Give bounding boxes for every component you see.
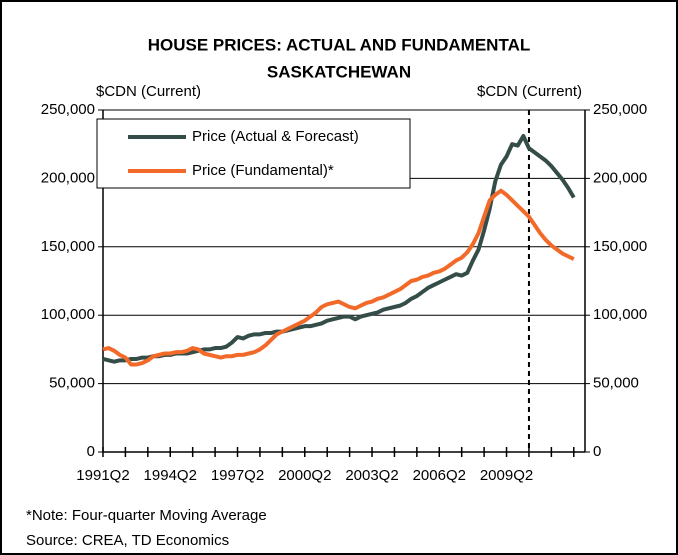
y-tick-label: 200,000 (41, 169, 95, 186)
series-line (102, 188, 575, 367)
note: *Note: Four-quarter Moving Average (26, 507, 267, 524)
y2-tick-label: 100,000 (593, 306, 647, 323)
x-tick-label: 2000Q2 (278, 467, 331, 484)
chart-title: HOUSE PRICES: ACTUAL AND FUNDAMENTAL (148, 35, 531, 54)
y2-tick-label: 0 (593, 443, 601, 460)
legend-label: Price (Actual & Forecast) (192, 128, 359, 145)
x-tick-label: 2009Q2 (480, 467, 533, 484)
y2-tick-label: 250,000 (593, 101, 647, 118)
x-tick-label: 1994Q2 (144, 467, 197, 484)
x-tick-label: 2006Q2 (413, 467, 466, 484)
y2-tick-label: 150,000 (593, 238, 647, 255)
y2-axis-label: $CDN (Current) (477, 83, 582, 100)
y-tick-label: 0 (87, 443, 95, 460)
y-tick-label: 100,000 (41, 306, 95, 323)
y-axis-label: $CDN (Current) (96, 83, 201, 100)
x-tick-label: 2003Q2 (345, 467, 398, 484)
y2-tick-label: 50,000 (593, 375, 639, 392)
y-tick-label: 250,000 (41, 101, 95, 118)
chart-title: SASKATCHEWAN (267, 62, 411, 81)
legend-box (96, 118, 411, 189)
x-tick-label: 1991Q2 (76, 467, 129, 484)
y-tick-label: 50,000 (49, 375, 95, 392)
legend-label: Price (Fundamental)* (192, 162, 334, 179)
note: Source: CREA, TD Economics (26, 532, 229, 549)
y2-tick-label: 200,000 (593, 169, 647, 186)
x-tick-label: 1997Q2 (211, 467, 264, 484)
y-tick-label: 150,000 (41, 238, 95, 255)
